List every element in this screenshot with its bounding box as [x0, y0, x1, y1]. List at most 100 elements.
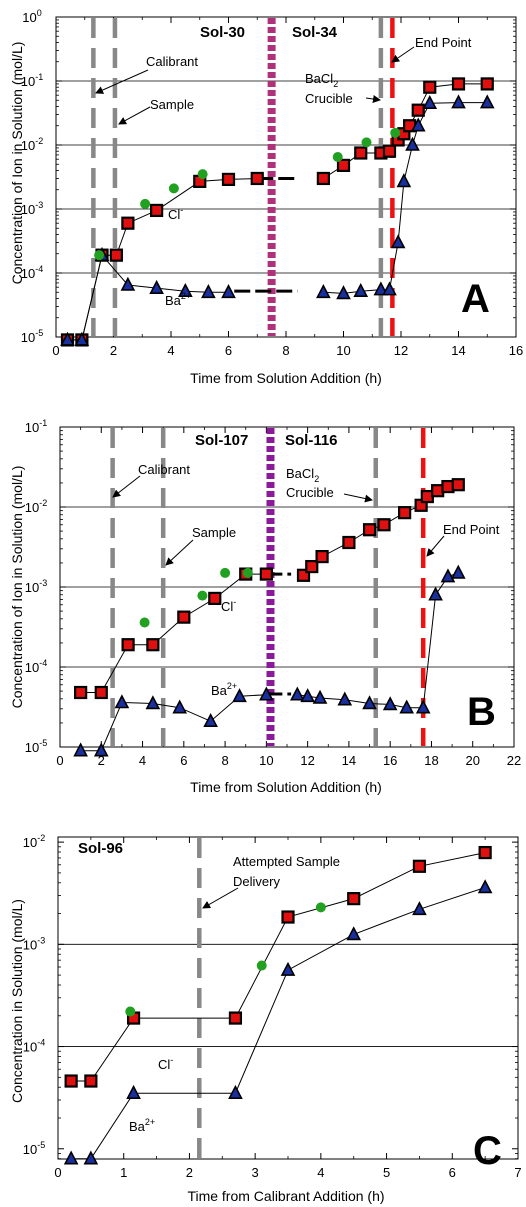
green-point [220, 567, 231, 578]
x-tick-label: 4 [317, 1165, 324, 1180]
ba-point [60, 331, 75, 346]
x-tick-label: 1 [120, 1165, 127, 1180]
cl-point [377, 518, 391, 532]
x-tick-label: 10 [336, 343, 350, 358]
green-point [140, 198, 151, 209]
ba-point [73, 742, 88, 757]
cl-point [398, 506, 412, 520]
cl-point [228, 1011, 243, 1025]
cl-point [281, 910, 295, 924]
cl-point [150, 203, 164, 218]
panel-b-y-axis-label: Concentration of Ion in Solution (mol/L) [9, 466, 25, 709]
series-line-ba [80, 694, 267, 752]
ba-point [172, 699, 188, 714]
cl-point [411, 103, 425, 117]
ba-point [415, 699, 431, 714]
panel-a-y-axis-label: Concentration of Ion in Solution (mol/L) [9, 42, 25, 285]
ba-point [145, 695, 161, 710]
panel-b-calibrant-label: Calibrant [138, 462, 190, 477]
x-tick-label: 0 [54, 1165, 61, 1180]
panel-a-crucible-label: Crucible [305, 91, 353, 106]
cl-point [74, 685, 88, 700]
x-tick-label: 14 [451, 343, 465, 358]
panel-b-sol-left-label: Sol-107 [195, 432, 248, 449]
panel-a-sol-right-label: Sol-34 [292, 24, 338, 41]
cl-point [94, 685, 108, 700]
cl-point [412, 859, 427, 873]
panel-a-sample-arrow [118, 106, 151, 125]
green-point [197, 590, 208, 601]
ba-point [336, 285, 351, 300]
y-tick-label: 100 [22, 8, 41, 25]
y-tick-label: 10-5 [25, 738, 47, 755]
panel-c-attempted-label-line2: Delivery [233, 874, 280, 889]
ba-point [280, 961, 296, 976]
panel-c-x-ticks: 0 1 2 3 4 5 6 7 [54, 1165, 521, 1180]
green-point [94, 250, 105, 261]
panel-b-letter: B [467, 690, 496, 734]
panel-a-plot [55, 16, 517, 347]
y-tick-label: 10-2 [25, 498, 47, 515]
cl-point [315, 549, 329, 564]
panel-a-bacl2-label: BaCl2 [305, 71, 338, 89]
cl-point [347, 892, 361, 906]
ba-point [120, 276, 136, 291]
panel-a-calibrant-label: Calibrant [146, 54, 198, 69]
panel-a-end-point-arrow [391, 46, 415, 63]
y-tick-label: 10-5 [23, 1140, 45, 1157]
series-line-cl [80, 573, 267, 693]
panel-c-attempted-label-line1: Attempted Sample [233, 854, 340, 869]
ba-point [312, 689, 328, 704]
ba-point [63, 1150, 79, 1165]
panel-b-cl-series-label: Cl- [221, 597, 236, 614]
green-point [125, 1006, 136, 1017]
ba-point [396, 173, 412, 188]
green-point [361, 137, 372, 148]
ba-point [373, 281, 389, 296]
ba-point [479, 94, 495, 109]
panel-a-sample-label: Sample [150, 97, 194, 112]
ba-point [390, 234, 406, 249]
ba-point [178, 282, 193, 297]
cl-point [259, 567, 273, 581]
x-tick-label: 5 [383, 1165, 390, 1180]
ba-point [201, 284, 216, 299]
panel-a: Concentration of Ion in Solution (mol/L)… [9, 8, 523, 386]
ba-point [316, 284, 331, 299]
green-point [315, 902, 326, 913]
cl-point [109, 248, 123, 262]
panel-a-letter: A [461, 277, 490, 321]
green-point [168, 183, 179, 194]
cl-point [250, 171, 264, 186]
y-tick-label: 10-4 [21, 264, 43, 281]
x-tick-label: 0 [52, 343, 59, 358]
ba-point [451, 94, 466, 109]
y-tick-label: 10-2 [21, 136, 43, 153]
green-point [256, 960, 267, 971]
cl-point [354, 146, 368, 160]
cl-point [208, 591, 222, 606]
panel-a-ba-series-label: Ba2+ [165, 291, 191, 308]
cl-point [342, 535, 356, 550]
ba-point [300, 688, 315, 703]
series-line-ba [71, 887, 486, 1160]
ba-point [93, 742, 109, 757]
cl-point [121, 216, 135, 230]
cl-point [296, 568, 311, 582]
y-tick-label: 10-5 [21, 328, 43, 345]
ba-point [422, 94, 438, 109]
ba-point [149, 279, 164, 294]
panel-c-sol-label: Sol-96 [78, 840, 123, 857]
green-point [332, 151, 343, 162]
ba-point [74, 331, 90, 346]
x-tick-label: 20 [465, 753, 479, 768]
panel-b-plot [59, 426, 515, 757]
ba-point [126, 1084, 141, 1099]
panel-b-bacl2-label: BaCl2 [286, 466, 319, 484]
panel-c-frame [57, 836, 519, 1160]
ba-point [382, 281, 397, 296]
cl-point [121, 638, 135, 652]
ba-point [221, 284, 236, 299]
cl-point [221, 172, 236, 187]
